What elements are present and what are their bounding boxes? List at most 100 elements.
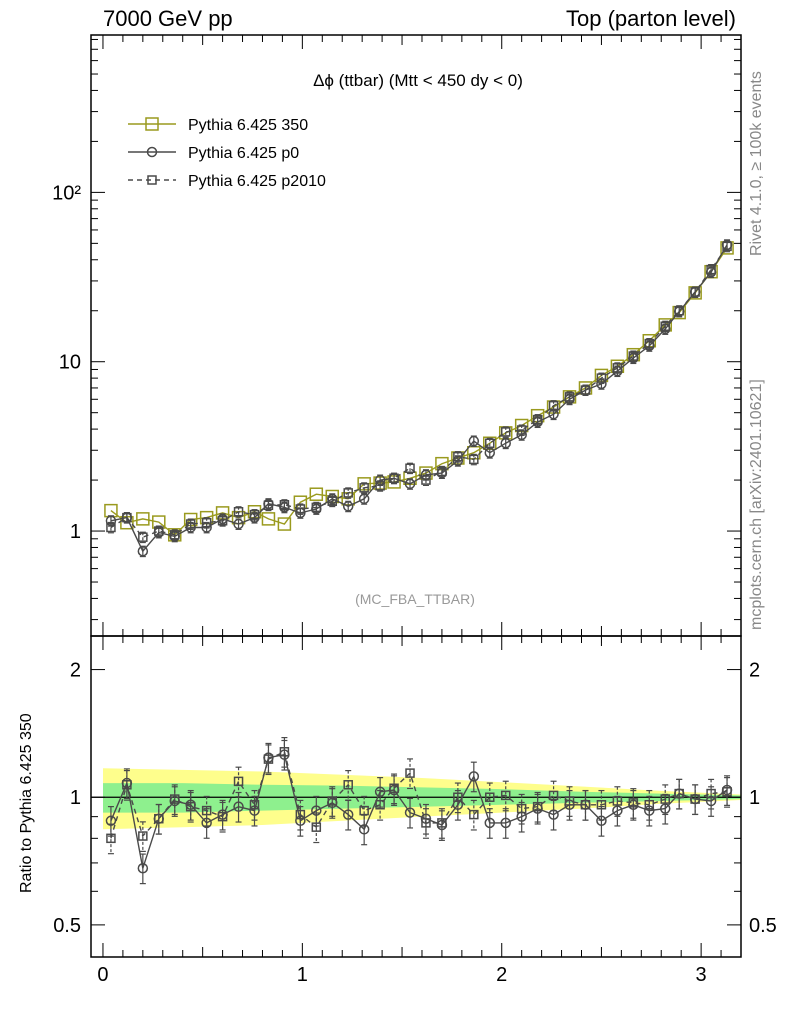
ratio-point-pythia-6-425-p2010 [660, 794, 670, 804]
panel-frames: 1 10 10² 0.5 0.5 1 1 2 2 0 1 2 3 [52, 34, 777, 986]
ratio-point-pythia-6-425-p2010 [405, 768, 415, 778]
ratio-band-layer [103, 768, 741, 830]
main-point-pythia-6-425-p2010 [564, 392, 575, 402]
ratio-point-pythia-6-425-p0 [358, 824, 370, 835]
ratio-point-pythia-6-425-p0 [468, 771, 480, 782]
main-line-pythia-6-425-p0 [110, 244, 728, 553]
ratio-point-pythia-6-425-p2010 [359, 805, 369, 816]
ratio-points-pythia-6-425-p2010 [106, 736, 732, 855]
main-point-pythia-6-425-p2010 [106, 522, 116, 533]
main-points-pythia-6-425-350 [104, 241, 734, 542]
main-point-pythia-6-425-p2010 [628, 351, 639, 361]
main-point-pythia-6-425-p2010 [706, 264, 716, 275]
main-point-pythia-6-425-p2010 [169, 530, 180, 540]
main-point-pythia-6-425-p2010 [453, 451, 463, 462]
ratio-line-pythia-6-425-p2010 [110, 750, 728, 839]
main-point-pythia-6-425-350 [261, 512, 276, 526]
legend-marker-pythia-6-425-p0 [146, 146, 158, 158]
ratio-point-pythia-6-425-p2010 [722, 787, 732, 797]
ratio-point-pythia-6-425-p2010 [249, 800, 260, 810]
ratio-panel-frame [90, 635, 742, 958]
main-point-pythia-6-425-p2010 [674, 305, 684, 316]
ratio-point-pythia-6-425-p2010 [343, 780, 353, 790]
ratio-point-pythia-6-425-p0 [500, 817, 511, 829]
ratio-inner-band [103, 783, 741, 813]
ratio-point-pythia-6-425-p2010 [644, 800, 655, 810]
ratio-point-pythia-6-425-p0 [404, 807, 416, 818]
main-point-pythia-6-425-p2010 [138, 532, 148, 542]
main-point-pythia-6-425-p2010 [279, 499, 290, 510]
main-point-pythia-6-425-350 [277, 517, 292, 531]
ratio-line-pythia-6-425-p0 [110, 753, 728, 869]
main-point-pythia-6-425-p2010 [233, 507, 244, 517]
ratio-point-pythia-6-425-p0 [548, 809, 559, 820]
ratio-point-pythia-6-425-p0 [659, 803, 671, 814]
main-y-tick-label: 10 [59, 352, 81, 374]
main-point-pythia-6-425-p0 [233, 518, 244, 530]
ratio-point-pythia-6-425-p2010 [548, 790, 559, 801]
ratio-point-pythia-6-425-p2010 [185, 801, 196, 812]
main-point-pythia-6-425-350 [136, 512, 150, 526]
main-point-pythia-6-425-p2010 [122, 512, 132, 523]
ratio-point-pythia-6-425-p2010 [453, 792, 463, 802]
main-point-pythia-6-425-p2010 [375, 481, 385, 491]
main-point-pythia-6-425-p2010 [722, 241, 732, 252]
main-point-pythia-6-425-p0 [468, 435, 480, 447]
ratio-y-tick-label: 2 [70, 660, 81, 682]
ratio-y-tick-label: 0.5 [53, 915, 81, 937]
ratio-point-pythia-6-425-p2010 [279, 747, 290, 757]
ratio-point-pythia-6-425-p2010 [138, 831, 148, 841]
ratio-point-pythia-6-425-p2010 [628, 798, 639, 808]
main-point-pythia-6-425-p2010 [437, 466, 447, 477]
main-point-pythia-6-425-p2010 [500, 427, 511, 437]
legend-label-pythia-6-425-p0: Pythia 6.425 p0 [188, 145, 299, 162]
ratio-point-pythia-6-425-p2010 [106, 833, 116, 844]
ratio-point-pythia-6-425-p2010 [154, 813, 164, 824]
ratio-point-pythia-6-425-p2010 [217, 811, 228, 822]
main-point-pythia-6-425-p2010 [548, 400, 559, 411]
x-tick-label: 2 [496, 964, 507, 986]
main-point-pythia-6-425-p2010 [327, 496, 338, 506]
ratio-point-pythia-6-425-p0 [137, 863, 149, 874]
ratio-point-pythia-6-425-p2010 [169, 794, 180, 804]
main-point-pythia-6-425-p2010 [359, 483, 369, 493]
ratio-point-pythia-6-425-p0 [233, 801, 244, 812]
main-point-pythia-6-425-p2010 [249, 509, 260, 520]
ratio-point-pythia-6-425-p2010 [500, 790, 511, 801]
ratio-point-pythia-6-425-p2010 [311, 822, 322, 832]
x-tick-label: 1 [297, 964, 308, 986]
main-point-pythia-6-425-p2010 [343, 488, 353, 498]
ratio-point-pythia-6-425-p2010 [437, 818, 447, 828]
ratio-point-pythia-6-425-p2010 [485, 792, 495, 802]
legend-marker-pythia-6-425-p2010 [147, 175, 157, 185]
legend-label-pythia-6-425-p2010: Pythia 6.425 p2010 [188, 173, 326, 190]
ratio-y-tick-label-right: 0.5 [749, 915, 777, 937]
ratio-point-pythia-6-425-p2010 [580, 800, 591, 810]
main-point-pythia-6-425-p2010 [389, 473, 399, 484]
main-y-tick-label: 1 [70, 521, 81, 543]
main-point-pythia-6-425-p2010 [201, 517, 212, 528]
ratio-point-pythia-6-425-p2010 [201, 805, 212, 816]
ratio-point-pythia-6-425-p2010 [690, 794, 700, 804]
ratio-point-pythia-6-425-p2010 [263, 754, 274, 764]
data-marks [104, 239, 734, 885]
legend: Pythia 6.425 350 Pythia 6.425 p0 Pythia 6.… [128, 117, 326, 190]
main-points-pythia-6-425-p0 [105, 239, 733, 558]
main-point-pythia-6-425-p2010 [612, 363, 623, 373]
main-point-pythia-6-425-p2010 [690, 287, 700, 297]
main-point-pythia-6-425-p0 [358, 493, 370, 505]
main-point-pythia-6-425-p2010 [217, 516, 228, 526]
main-point-pythia-6-425-p2010 [516, 425, 527, 435]
ratio-point-pythia-6-425-p0 [612, 805, 623, 816]
analysis-id-label: (MC_FBA_TTBAR) [355, 591, 475, 607]
ratio-point-pythia-6-425-p2010 [389, 783, 399, 793]
main-line-pythia-6-425-350 [110, 247, 728, 536]
x-tick-label: 0 [97, 964, 108, 986]
main-point-pythia-6-425-p2010 [485, 438, 495, 448]
x-tick-label: 3 [696, 964, 707, 986]
main-plot-title: Δϕ (ttbar) (Mtt < 450 dy < 0) [313, 71, 523, 90]
header-energy-label: 7000 GeV pp [103, 6, 233, 31]
main-point-pythia-6-425-p2010 [263, 500, 274, 511]
ratio-point-pythia-6-425-p2010 [233, 776, 244, 787]
